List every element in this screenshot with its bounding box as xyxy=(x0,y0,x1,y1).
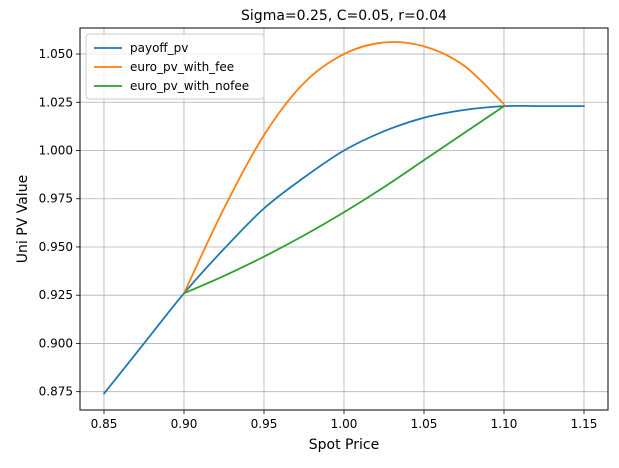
y-tick-label: 0.875 xyxy=(39,385,73,399)
chart-title: Sigma=0.25, C=0.05, r=0.04 xyxy=(241,8,447,24)
x-axis-ticks: 0.85 0.90 0.95 1.00 1.05 1.10 1.15 xyxy=(91,410,598,431)
legend: payoff_pv euro_pv_with_fee euro_pv_with_no… xyxy=(85,33,265,100)
y-tick-label: 0.900 xyxy=(39,336,73,350)
x-tick-label: 1.10 xyxy=(491,417,518,431)
series-line-euro-pv-with-fee xyxy=(183,41,505,295)
x-tick-label: 1.05 xyxy=(411,417,438,431)
legend-box xyxy=(85,33,265,100)
y-tick-label: 0.925 xyxy=(39,288,73,302)
y-tick-label: 0.975 xyxy=(39,192,73,206)
y-axis-ticks: 0.875 0.900 0.925 0.950 0.975 1.000 1.025 1.050 xyxy=(39,47,80,399)
legend-label: payoff_pv xyxy=(130,41,188,55)
x-axis-label: Spot Price xyxy=(309,437,379,453)
x-tick-label: 0.95 xyxy=(251,417,278,431)
legend-label: euro_pv_with_nofee xyxy=(130,79,249,93)
legend-label: euro_pv_with_fee xyxy=(130,60,234,74)
y-tick-label: 1.050 xyxy=(39,47,73,61)
x-tick-label: 1.00 xyxy=(331,417,358,431)
y-tick-label: 0.950 xyxy=(39,240,73,254)
x-tick-label: 0.90 xyxy=(171,417,198,431)
x-tick-label: 1.15 xyxy=(571,417,598,431)
series-line-euro-pv-with-nofee xyxy=(183,105,505,295)
y-tick-label: 1.025 xyxy=(39,95,73,109)
y-tick-label: 1.000 xyxy=(39,144,73,158)
y-axis-label: Uni PV Value xyxy=(15,175,31,263)
x-tick-label: 0.85 xyxy=(91,417,118,431)
series-lines xyxy=(103,41,585,395)
